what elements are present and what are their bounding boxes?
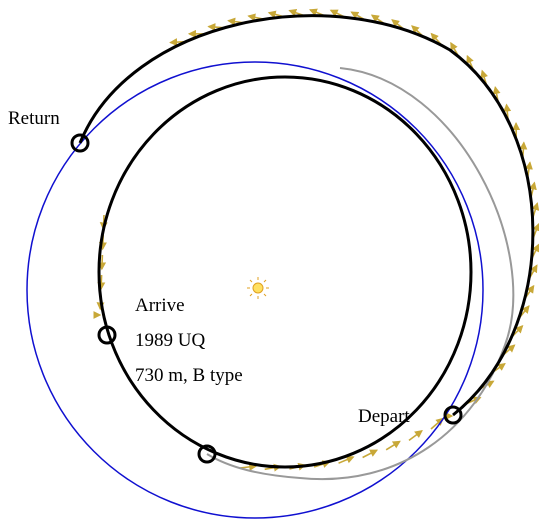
- alt-trajectory: [206, 67, 515, 481]
- sun: [247, 277, 269, 299]
- guide: [240, 416, 452, 469]
- return-trajectory: [78, 14, 535, 417]
- thrust-arrows: [96, 8, 539, 472]
- thrust-arrow: [430, 417, 445, 430]
- asteroid-name: 1989 UQ: [135, 330, 205, 351]
- thrust-arrow: [97, 274, 106, 291]
- event-markers: [70, 133, 463, 464]
- thrust-arrow: [385, 440, 401, 451]
- arrive-marker: [97, 325, 117, 345]
- arrive-label: Arrive: [135, 295, 185, 316]
- earth-orbit: [26, 61, 484, 519]
- thrust-arrow: [408, 430, 423, 441]
- thrust-arrow: [362, 449, 379, 459]
- thrust-arrow: [239, 462, 258, 471]
- depart-label: Depart: [358, 406, 410, 427]
- return-marker: [70, 133, 90, 153]
- asteroid-info: 730 m, B type: [135, 365, 243, 386]
- asteroid-orbit: [97, 75, 473, 469]
- leave-marker: [197, 444, 217, 464]
- return-label: Return: [8, 108, 60, 129]
- thrust-arrow: [98, 254, 107, 271]
- depart-marker: [443, 405, 463, 425]
- thrust-arrow: [338, 455, 355, 464]
